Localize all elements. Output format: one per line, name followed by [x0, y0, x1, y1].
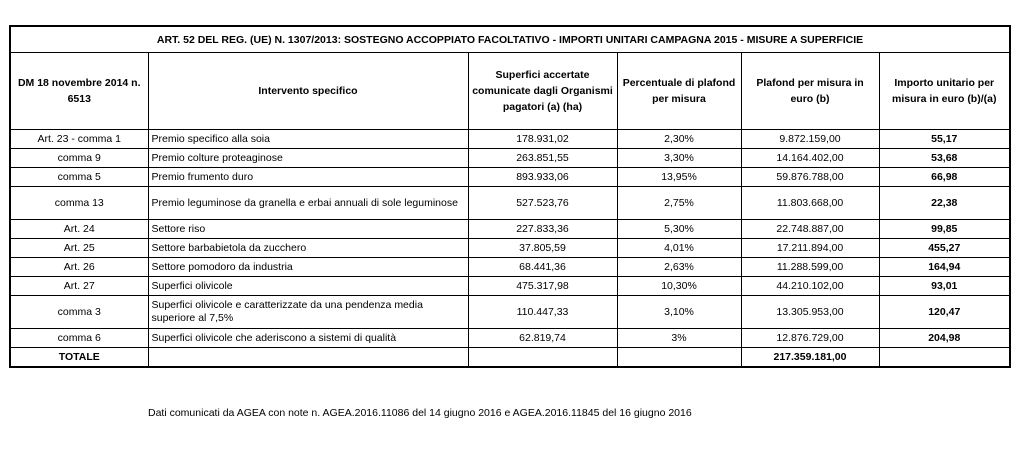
cell-plafond: 11.803.668,00 [740, 186, 880, 220]
cell-intervento: Superfici olivicole e caratterizzate da … [147, 295, 469, 329]
cell-superfici: 475.317,98 [467, 276, 618, 296]
cell-intervento: Premio frumento duro [147, 167, 469, 187]
cell-intervento: Settore riso [147, 219, 469, 239]
cell-percentuale: 3,30% [616, 148, 742, 168]
cell-intervento: Superfici olivicole che aderiscono a sis… [147, 328, 469, 348]
cell-ref: Art. 23 - comma 1 [9, 129, 149, 149]
cell-superfici: 893.933,06 [467, 167, 618, 187]
cell-importo: 53,68 [878, 148, 1012, 168]
cell-percentuale: 10,30% [616, 276, 742, 296]
cell-plafond: 17.211.894,00 [740, 238, 880, 258]
cell-superfici: 62.819,74 [467, 328, 618, 348]
cell-importo: 55,17 [878, 129, 1012, 149]
cell-superfici: 263.851,55 [467, 148, 618, 168]
total-empty-cell [467, 347, 618, 368]
table-row: Art. 25 Settore barbabietola da zucchero… [9, 238, 1012, 258]
table-row: Art. 26 Settore pomodoro da industria 68… [9, 257, 1012, 277]
total-plafond: 217.359.181,00 [740, 347, 880, 368]
header-row: DM 18 novembre 2014 n. 6513 Intervento s… [9, 52, 1012, 130]
cell-percentuale: 4,01% [616, 238, 742, 258]
cell-ref: Art. 27 [9, 276, 149, 296]
table-row: comma 13 Premio leguminose da granella e… [9, 186, 1012, 220]
cell-importo: 93,01 [878, 276, 1012, 296]
header-intervento: Intervento specifico [147, 52, 469, 130]
cell-percentuale: 3% [616, 328, 742, 348]
cell-superfici: 227.833,36 [467, 219, 618, 239]
cell-plafond: 11.288.599,00 [740, 257, 880, 277]
cell-importo: 120,47 [878, 295, 1012, 329]
header-plafond: Plafond per misura in euro (b) [740, 52, 880, 130]
total-empty-cell [616, 347, 742, 368]
coupled-support-table: ART. 52 DEL REG. (UE) N. 1307/2013: SOST… [8, 25, 1012, 368]
cell-superfici: 68.441,36 [467, 257, 618, 277]
cell-intervento: Premio specifico alla soia [147, 129, 469, 149]
source-footnote: Dati comunicati da AGEA con note n. AGEA… [148, 407, 692, 419]
total-label: TOTALE [9, 347, 149, 368]
table-row: comma 5 Premio frumento duro 893.933,06 … [9, 167, 1012, 187]
cell-ref: Art. 26 [9, 257, 149, 277]
cell-intervento: Settore pomodoro da industria [147, 257, 469, 277]
cell-ref: comma 3 [9, 295, 149, 329]
table-row: comma 6 Superfici olivicole che aderisco… [9, 328, 1012, 348]
cell-importo: 22,38 [878, 186, 1012, 220]
table-title-row: ART. 52 DEL REG. (UE) N. 1307/2013: SOST… [8, 25, 1012, 53]
cell-superfici: 37.805,59 [467, 238, 618, 258]
total-empty-cell [878, 347, 1012, 368]
cell-percentuale: 13,95% [616, 167, 742, 187]
cell-percentuale: 3,10% [616, 295, 742, 329]
total-empty-cell [147, 347, 469, 368]
table-row: Art. 24 Settore riso 227.833,36 5,30% 22… [9, 219, 1012, 239]
table-title: ART. 52 DEL REG. (UE) N. 1307/2013: SOST… [8, 25, 1012, 53]
cell-importo: 99,85 [878, 219, 1012, 239]
cell-importo: 455,27 [878, 238, 1012, 258]
table-row: comma 3 Superfici olivicole e caratteriz… [9, 295, 1012, 329]
cell-ref: comma 9 [9, 148, 149, 168]
cell-importo: 164,94 [878, 257, 1012, 277]
cell-ref: Art. 25 [9, 238, 149, 258]
cell-plafond: 59.876.788,00 [740, 167, 880, 187]
cell-intervento: Settore barbabietola da zucchero [147, 238, 469, 258]
cell-importo: 204,98 [878, 328, 1012, 348]
cell-percentuale: 2,30% [616, 129, 742, 149]
cell-percentuale: 2,75% [616, 186, 742, 220]
table-row: Art. 27 Superfici olivicole 475.317,98 1… [9, 276, 1012, 296]
total-row: TOTALE 217.359.181,00 [9, 347, 1012, 368]
cell-superfici: 527.523,76 [467, 186, 618, 220]
table-body: ART. 52 DEL REG. (UE) N. 1307/2013: SOST… [8, 25, 1012, 368]
cell-superfici: 178.931,02 [467, 129, 618, 149]
cell-ref: comma 13 [9, 186, 149, 220]
cell-plafond: 44.210.102,00 [740, 276, 880, 296]
cell-plafond: 9.872.159,00 [740, 129, 880, 149]
cell-ref: comma 6 [9, 328, 149, 348]
cell-plafond: 22.748.887,00 [740, 219, 880, 239]
cell-intervento: Premio colture proteaginose [147, 148, 469, 168]
cell-plafond: 14.164.402,00 [740, 148, 880, 168]
cell-percentuale: 5,30% [616, 219, 742, 239]
header-importo: Importo unitario per misura in euro (b)/… [878, 52, 1012, 130]
header-superfici: Superfici accertate comunicate dagli Org… [467, 52, 618, 130]
cell-percentuale: 2,63% [616, 257, 742, 277]
cell-superfici: 110.447,33 [467, 295, 618, 329]
cell-intervento: Premio leguminose da granella e erbai an… [147, 186, 469, 220]
cell-ref: Art. 24 [9, 219, 149, 239]
cell-plafond: 13.305.953,00 [740, 295, 880, 329]
table-row: Art. 23 - comma 1 Premio specifico alla … [9, 129, 1012, 149]
cell-plafond: 12.876.729,00 [740, 328, 880, 348]
cell-intervento: Superfici olivicole [147, 276, 469, 296]
cell-importo: 66,98 [878, 167, 1012, 187]
cell-ref: comma 5 [9, 167, 149, 187]
table-row: comma 9 Premio colture proteaginose 263.… [9, 148, 1012, 168]
header-ref: DM 18 novembre 2014 n. 6513 [9, 52, 149, 130]
header-percentuale: Percentuale di plafond per misura [616, 52, 742, 130]
